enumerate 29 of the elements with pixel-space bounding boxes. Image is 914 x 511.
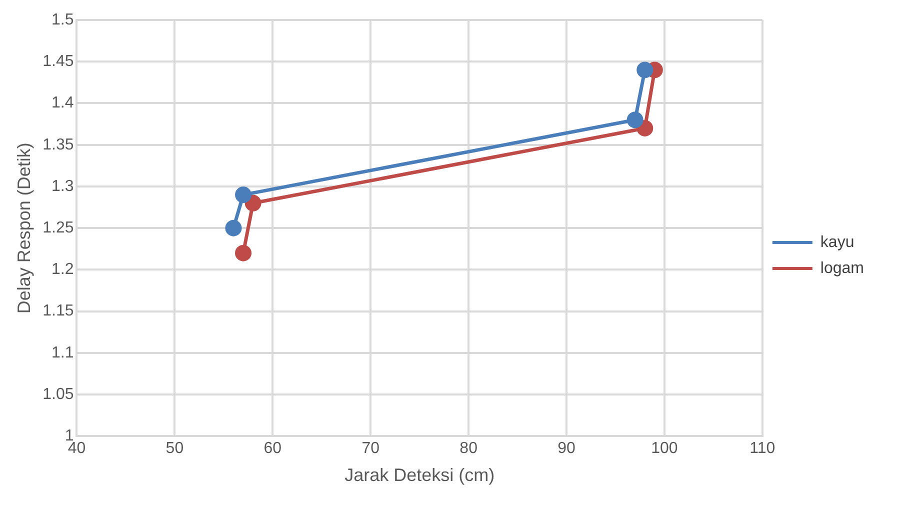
x-tick-label: 80 <box>460 440 478 458</box>
y-tick-label: 1.5 <box>51 11 74 28</box>
x-axis-title: Jarak Deteksi (cm) <box>344 465 495 486</box>
y-tick-label: 1.3 <box>51 178 74 195</box>
point <box>636 120 654 136</box>
x-tick-label: 70 <box>362 440 380 458</box>
y-tick-label: 1.45 <box>42 53 74 70</box>
x-tick-label: 110 <box>750 440 776 458</box>
x-tick-label: 40 <box>68 440 86 458</box>
y-tick-label: 1.15 <box>42 302 74 320</box>
x-tick-label: 90 <box>558 440 576 458</box>
y-tick-label: 1.25 <box>42 220 74 237</box>
point <box>626 112 644 128</box>
y-axis-title: Delay Respon (Detik) <box>14 142 34 314</box>
legend-label: kayu <box>820 234 854 251</box>
legend-label: logam <box>820 260 864 277</box>
point <box>235 186 252 204</box>
point <box>636 62 654 78</box>
x-tick-label: 100 <box>651 440 678 458</box>
point <box>244 194 262 212</box>
y-tick-label: 1.1 <box>51 344 74 362</box>
y-tick-label: 1.4 <box>51 94 74 112</box>
x-tick-label: 60 <box>264 440 282 458</box>
y-tick-label: 1.35 <box>42 136 74 154</box>
y-tick-label: 1.2 <box>51 261 74 278</box>
point <box>225 220 242 236</box>
point <box>235 244 252 262</box>
x-tick-label: 50 <box>166 440 184 458</box>
y-tick-label: 1.05 <box>42 386 74 403</box>
